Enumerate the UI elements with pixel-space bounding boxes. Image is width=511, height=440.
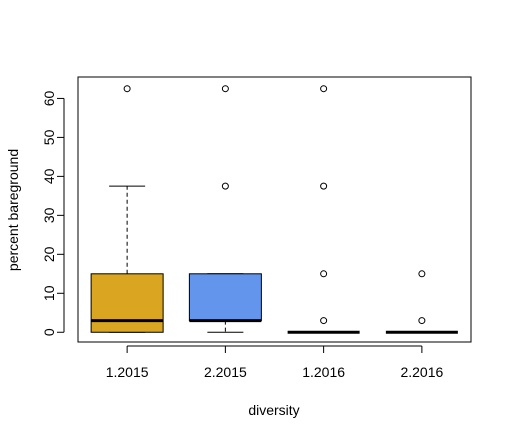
outlier-point	[320, 317, 328, 325]
x-tick-label: 1.2016	[302, 364, 345, 380]
outlier-point	[320, 270, 328, 278]
outlier-point	[221, 85, 229, 93]
outlier-point	[418, 270, 426, 278]
outlier-point	[123, 85, 131, 93]
outlier-point	[320, 85, 328, 93]
outlier-point	[320, 182, 328, 190]
y-tick-label: 30	[41, 207, 57, 223]
y-tick-label: 20	[41, 246, 57, 262]
y-tick-label: 10	[41, 285, 57, 301]
x-tick-label: 2.2015	[204, 364, 247, 380]
x-axis-title: diversity	[248, 402, 299, 418]
box-2.2015	[188, 85, 262, 333]
outlier-point	[221, 182, 229, 190]
y-tick-label: 60	[41, 90, 57, 106]
x-axis: 1.2015 2.2015 1.2016 2.2016	[106, 345, 443, 380]
x-tick-label: 1.2015	[106, 364, 149, 380]
y-tick-label: 40	[41, 168, 57, 184]
x-tick-label: 2.2016	[400, 364, 443, 380]
box-body	[90, 273, 164, 333]
box-1.2015	[90, 85, 164, 333]
y-tick-label: 0	[41, 328, 57, 336]
y-tick-label: 50	[41, 129, 57, 145]
box-body	[188, 273, 262, 322]
y-axis: 0 10 20 30 40 50 60	[41, 90, 65, 336]
plot-frame	[77, 76, 472, 343]
box-1.2016	[287, 85, 360, 334]
box-2.2016	[385, 270, 458, 334]
y-axis-title: percent bareground	[5, 149, 21, 271]
outlier-point	[418, 317, 426, 325]
box-series	[90, 85, 458, 334]
